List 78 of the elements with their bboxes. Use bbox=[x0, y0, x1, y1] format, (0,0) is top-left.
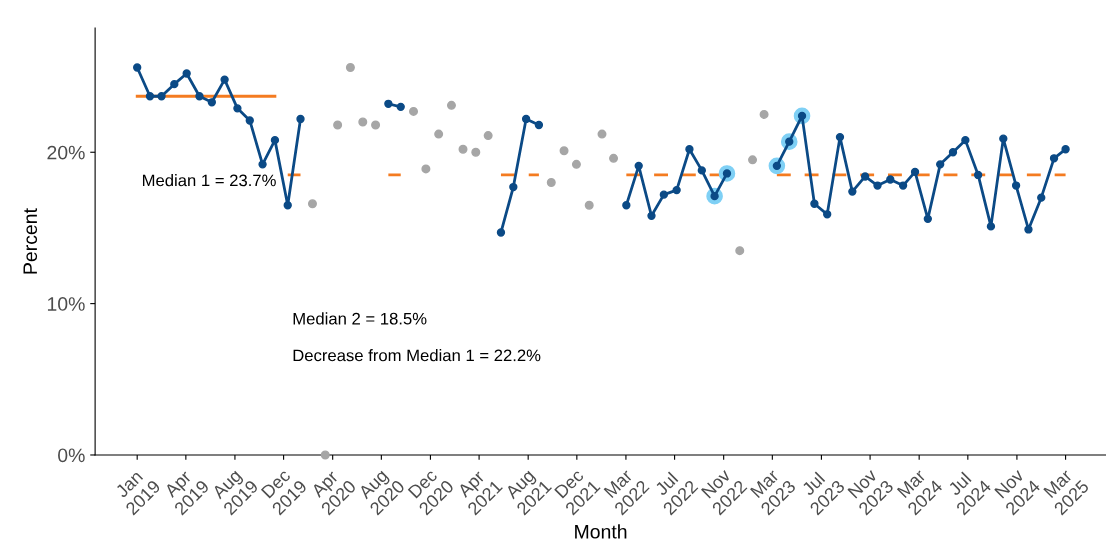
point bbox=[860, 172, 870, 181]
point bbox=[659, 190, 669, 199]
point bbox=[697, 166, 706, 175]
point bbox=[936, 160, 945, 169]
point bbox=[622, 201, 631, 210]
point bbox=[898, 181, 908, 190]
point bbox=[534, 120, 544, 130]
point bbox=[409, 106, 419, 116]
point bbox=[333, 120, 343, 130]
point bbox=[685, 145, 694, 154]
point bbox=[597, 129, 607, 139]
point bbox=[345, 62, 355, 72]
point bbox=[584, 200, 594, 210]
point bbox=[157, 92, 166, 101]
annotation: Median 2 = 18.5% bbox=[293, 312, 427, 325]
point bbox=[384, 99, 393, 108]
point bbox=[1061, 145, 1070, 154]
point bbox=[521, 114, 531, 124]
y-axis-title: Percent bbox=[23, 208, 38, 274]
point bbox=[307, 199, 317, 209]
point bbox=[434, 129, 444, 139]
point bbox=[873, 181, 882, 190]
point bbox=[145, 92, 155, 101]
point bbox=[258, 160, 267, 169]
point bbox=[961, 135, 970, 145]
point bbox=[496, 228, 506, 237]
point bbox=[270, 135, 280, 145]
point bbox=[233, 104, 242, 113]
point bbox=[483, 131, 493, 141]
point bbox=[446, 100, 456, 110]
point bbox=[886, 175, 895, 184]
point bbox=[396, 102, 405, 112]
x-axis-title: Month bbox=[575, 524, 627, 539]
point bbox=[195, 92, 204, 101]
point bbox=[509, 182, 518, 192]
point bbox=[999, 134, 1008, 143]
point bbox=[421, 164, 431, 174]
point bbox=[296, 114, 305, 124]
point bbox=[1011, 181, 1021, 190]
annotation: Decrease from Median 1 = 22.2% bbox=[293, 349, 541, 362]
point bbox=[948, 148, 958, 157]
point bbox=[923, 214, 932, 224]
point bbox=[559, 146, 569, 156]
point bbox=[810, 199, 819, 208]
point bbox=[1024, 225, 1033, 234]
point bbox=[647, 211, 656, 220]
point bbox=[1037, 193, 1046, 202]
point bbox=[973, 170, 983, 180]
point bbox=[283, 201, 292, 210]
point bbox=[571, 159, 581, 169]
point bbox=[182, 69, 191, 78]
point bbox=[759, 109, 769, 119]
point bbox=[170, 79, 179, 89]
point bbox=[458, 144, 468, 154]
point bbox=[471, 147, 481, 157]
point bbox=[133, 63, 142, 72]
point bbox=[371, 120, 381, 130]
point bbox=[634, 161, 643, 171]
point bbox=[245, 116, 254, 125]
point bbox=[207, 98, 217, 107]
point bbox=[748, 155, 758, 165]
point bbox=[320, 450, 330, 460]
point bbox=[672, 185, 681, 195]
point bbox=[986, 222, 996, 231]
point bbox=[220, 75, 229, 84]
point bbox=[835, 132, 845, 142]
point bbox=[358, 117, 368, 127]
y-tick-label: 10% bbox=[47, 297, 85, 311]
point bbox=[609, 153, 619, 163]
point bbox=[823, 210, 832, 219]
y-tick-label: 0% bbox=[58, 448, 85, 463]
point bbox=[1049, 154, 1059, 163]
y-tick-label: 20% bbox=[47, 145, 85, 160]
annotation: Median 1 = 23.7% bbox=[142, 174, 276, 187]
point bbox=[735, 246, 745, 256]
point bbox=[848, 187, 857, 196]
point bbox=[546, 178, 556, 188]
point bbox=[910, 167, 920, 177]
